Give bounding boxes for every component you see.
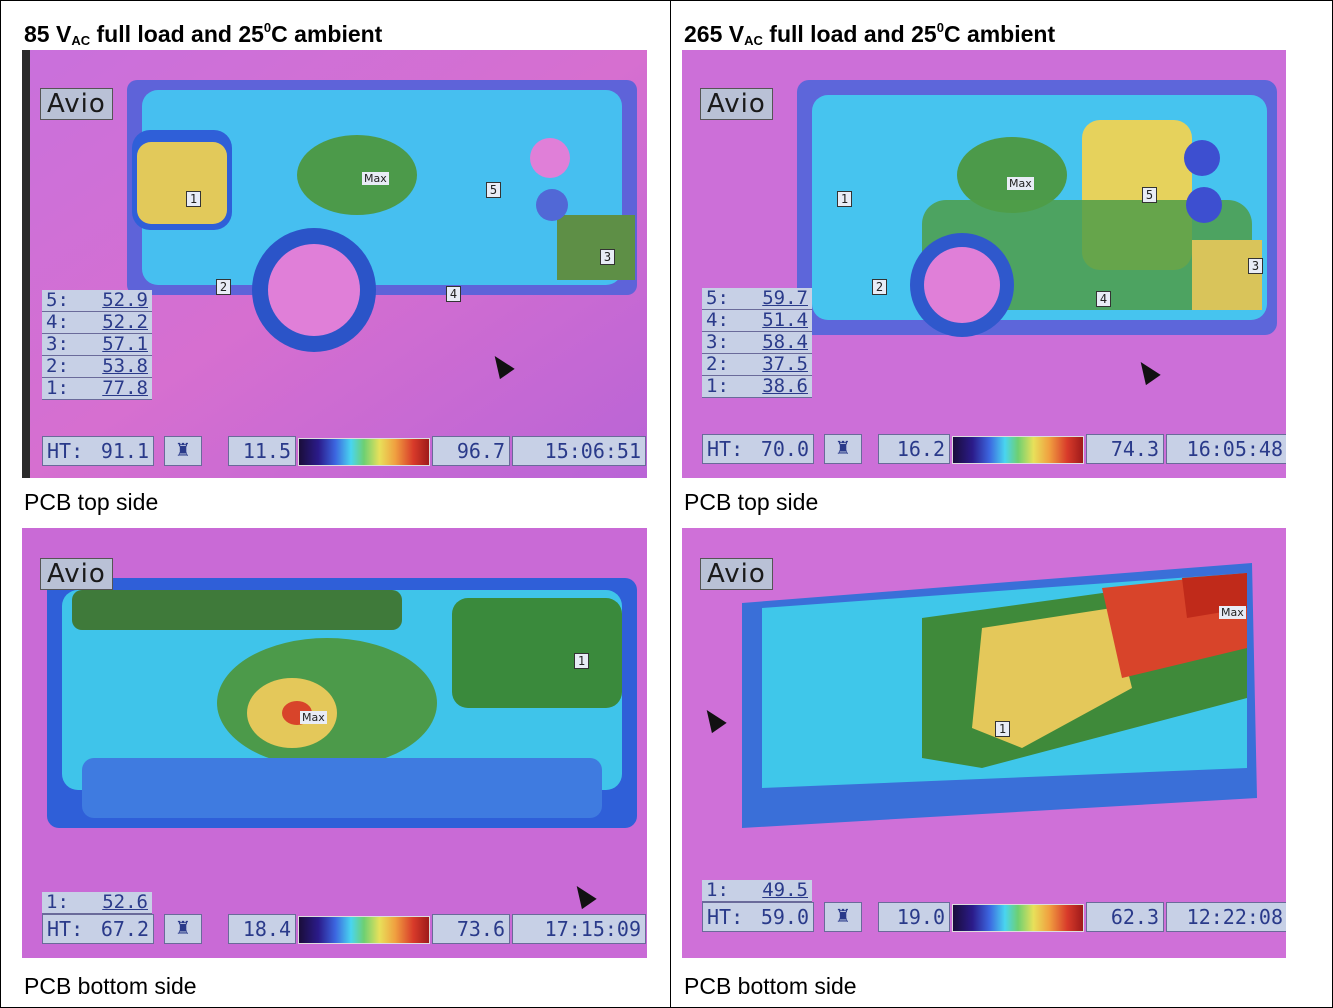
caption-top-left: PCB top side (24, 489, 159, 515)
color-palette-bar (298, 916, 430, 944)
point-readout-5: 5: 59.7 (702, 288, 812, 310)
timestamp: 17:15:09 (512, 914, 646, 944)
range-min: 11.5 (228, 436, 296, 466)
point-readout-2: 2: 37.5 (702, 354, 812, 376)
ht-readout: HT: 91.1 (42, 436, 154, 466)
range-min: 16.2 (878, 434, 950, 464)
table-divider-middle (670, 0, 671, 1008)
caption-top-right: PCB top side (684, 489, 819, 515)
avio-logo: Avio (700, 558, 773, 590)
point-readout-5: 5: 52.9 (42, 290, 152, 312)
probe-icon: ♜ (164, 914, 202, 944)
point-marker-5: 5 (486, 182, 501, 198)
timestamp: 16:05:48 (1166, 434, 1286, 464)
point-marker-2: 2 (872, 279, 887, 295)
table-border-top (0, 0, 1333, 1)
color-palette-bar (952, 436, 1084, 464)
caption-bottom-left: PCB bottom side (24, 973, 197, 999)
point-readout-1: 1: 52.6 (42, 892, 152, 914)
max-marker-label: Max (300, 711, 327, 724)
point-marker-3: 3 (1248, 258, 1263, 274)
range-min: 19.0 (878, 902, 950, 932)
right-column-header: 265 VAC full load and 250C ambient (684, 20, 1056, 48)
point-readout-2: 2: 53.8 (42, 356, 152, 378)
probe-icon: ♜ (164, 436, 202, 466)
point-readout-3: 3: 58.4 (702, 332, 812, 354)
table-border-left (0, 0, 1, 1008)
range-min: 18.4 (228, 914, 296, 944)
probe-icon: ♜ (824, 434, 862, 464)
thermal-heatmap (682, 50, 1286, 478)
caption-bottom-right: PCB bottom side (684, 973, 857, 999)
range-max: 73.6 (432, 914, 510, 944)
color-palette-bar (952, 904, 1084, 932)
thermal-heatmap (22, 528, 647, 958)
thermal-image-bottom-left: Avio 1 Max 1: 52.6 HT: 67.2 ♜ 18.4 73.6 17… (22, 528, 647, 958)
probe-icon: ♜ (824, 902, 862, 932)
thermal-image-top-right: Avio 1 2 3 4 5 Max 5: 59.7 4: 51.4 3: 58.4 … (682, 50, 1286, 478)
point-marker-3: 3 (600, 249, 615, 265)
point-marker-1: 1 (186, 191, 201, 207)
max-marker-label: Max (1219, 606, 1246, 619)
avio-logo: Avio (40, 558, 113, 590)
ht-readout: HT: 67.2 (42, 914, 154, 944)
max-marker-label: Max (362, 172, 389, 185)
range-max: 62.3 (1086, 902, 1164, 932)
point-marker-4: 4 (446, 286, 461, 302)
point-readout-3: 3: 57.1 (42, 334, 152, 356)
max-marker-label: Max (1007, 177, 1034, 190)
point-marker-1: 1 (837, 191, 852, 207)
avio-logo: Avio (700, 88, 773, 120)
left-column-header: 85 VAC full load and 250C ambient (24, 20, 383, 48)
point-marker-2: 2 (216, 279, 231, 295)
point-readout-1: 1: 38.6 (702, 376, 812, 398)
thermal-image-bottom-right: Avio 1 Max 1: 49.5 HT: 59.0 ♜ 19.0 62.3 12… (682, 528, 1286, 958)
point-marker-1: 1 (574, 653, 589, 669)
point-readout-4: 4: 51.4 (702, 310, 812, 332)
point-marker-1: 1 (995, 721, 1010, 737)
range-max: 96.7 (432, 436, 510, 466)
thermal-heatmap (22, 50, 647, 478)
point-readout-4: 4: 52.2 (42, 312, 152, 334)
point-readout-1: 1: 77.8 (42, 378, 152, 400)
timestamp: 15:06:51 (512, 436, 646, 466)
ht-readout: HT: 70.0 (702, 434, 814, 464)
point-readout-1: 1: 49.5 (702, 880, 812, 902)
ht-readout: HT: 59.0 (702, 902, 814, 932)
avio-logo: Avio (40, 88, 113, 120)
thermal-image-top-left: Avio 1 2 3 4 5 Max 5: 52.9 4: 52.2 3: 57.1 … (22, 50, 647, 478)
timestamp: 12:22:08 (1166, 902, 1286, 932)
range-max: 74.3 (1086, 434, 1164, 464)
color-palette-bar (298, 438, 430, 466)
point-marker-5: 5 (1142, 187, 1157, 203)
point-marker-4: 4 (1096, 291, 1111, 307)
